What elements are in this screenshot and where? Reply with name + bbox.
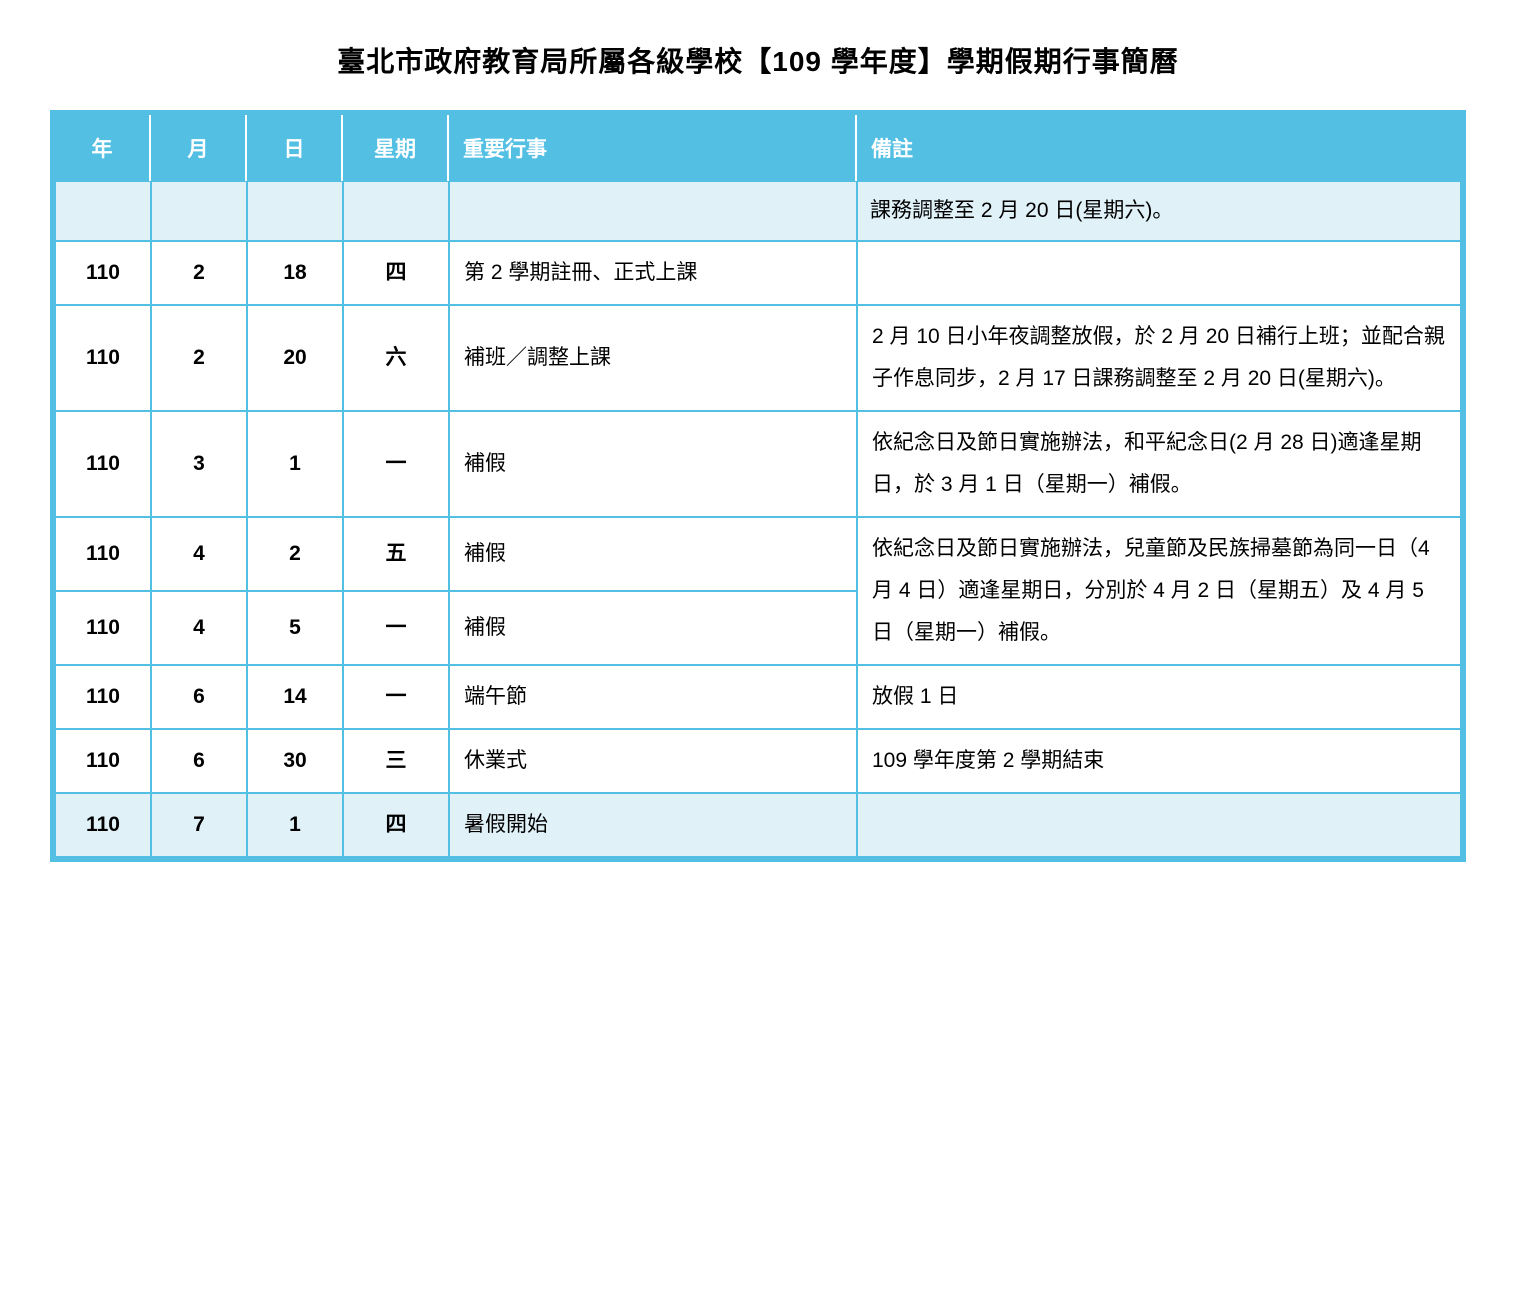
cell-note [857, 241, 1461, 305]
cell-event: 第 2 學期註冊、正式上課 [449, 241, 857, 305]
cell-event: 端午節 [449, 665, 857, 729]
cell-day: 5 [247, 591, 343, 665]
cell-month: 6 [151, 729, 247, 793]
table-header: 年 月 日 星期 重要行事 備註 [55, 115, 1461, 181]
cell-event [449, 181, 857, 241]
page-title: 臺北市政府教育局所屬各級學校【109 學年度】學期假期行事簡曆 [50, 40, 1466, 80]
col-event: 重要行事 [449, 115, 857, 181]
cell-year: 110 [55, 241, 151, 305]
calendar-table: 年 月 日 星期 重要行事 備註 課務調整至 2 月 20 日(星期六)。110… [50, 110, 1466, 862]
cell-year: 110 [55, 517, 151, 591]
table-row: 11031一補假依紀念日及節日實施辦法，和平紀念日(2 月 28 日)適逢星期日… [55, 411, 1461, 517]
cell-day [247, 181, 343, 241]
cell-weekday: 一 [343, 411, 449, 517]
cell-month: 7 [151, 793, 247, 857]
col-note: 備註 [857, 115, 1461, 181]
cell-event: 暑假開始 [449, 793, 857, 857]
cell-day: 1 [247, 411, 343, 517]
cell-month: 4 [151, 591, 247, 665]
cell-year: 110 [55, 411, 151, 517]
cell-weekday: 六 [343, 305, 449, 411]
cell-year: 110 [55, 591, 151, 665]
cell-day: 20 [247, 305, 343, 411]
cell-month: 6 [151, 665, 247, 729]
table-row: 11071四暑假開始 [55, 793, 1461, 857]
table-row: 課務調整至 2 月 20 日(星期六)。 [55, 181, 1461, 241]
cell-weekday: 五 [343, 517, 449, 591]
cell-day: 2 [247, 517, 343, 591]
cell-weekday [343, 181, 449, 241]
cell-weekday: 四 [343, 241, 449, 305]
cell-month: 4 [151, 517, 247, 591]
cell-day: 30 [247, 729, 343, 793]
cell-event: 補假 [449, 517, 857, 591]
cell-month: 2 [151, 305, 247, 411]
col-year: 年 [55, 115, 151, 181]
cell-note: 依紀念日及節日實施辦法，兒童節及民族掃墓節為同一日（4 月 4 日）適逢星期日，… [857, 517, 1461, 665]
cell-note: 依紀念日及節日實施辦法，和平紀念日(2 月 28 日)適逢星期日，於 3 月 1… [857, 411, 1461, 517]
cell-year: 110 [55, 793, 151, 857]
table-row: 110218四第 2 學期註冊、正式上課 [55, 241, 1461, 305]
cell-event: 補假 [449, 411, 857, 517]
cell-weekday: 一 [343, 591, 449, 665]
cell-event: 休業式 [449, 729, 857, 793]
cell-weekday: 一 [343, 665, 449, 729]
table-row: 110614一端午節放假 1 日 [55, 665, 1461, 729]
cell-day: 14 [247, 665, 343, 729]
cell-note: 109 學年度第 2 學期結束 [857, 729, 1461, 793]
cell-note [857, 793, 1461, 857]
cell-weekday: 四 [343, 793, 449, 857]
table-row: 11042五補假依紀念日及節日實施辦法，兒童節及民族掃墓節為同一日（4 月 4 … [55, 517, 1461, 591]
cell-month: 3 [151, 411, 247, 517]
col-weekday: 星期 [343, 115, 449, 181]
table-row: 110220六補班／調整上課2 月 10 日小年夜調整放假，於 2 月 20 日… [55, 305, 1461, 411]
cell-year: 110 [55, 729, 151, 793]
cell-note: 課務調整至 2 月 20 日(星期六)。 [857, 181, 1461, 241]
cell-year: 110 [55, 305, 151, 411]
cell-event: 補班／調整上課 [449, 305, 857, 411]
table-row: 110630三休業式109 學年度第 2 學期結束 [55, 729, 1461, 793]
col-month: 月 [151, 115, 247, 181]
table-body: 課務調整至 2 月 20 日(星期六)。110218四第 2 學期註冊、正式上課… [55, 181, 1461, 857]
cell-day: 18 [247, 241, 343, 305]
cell-weekday: 三 [343, 729, 449, 793]
cell-month [151, 181, 247, 241]
cell-year [55, 181, 151, 241]
cell-note: 放假 1 日 [857, 665, 1461, 729]
col-day: 日 [247, 115, 343, 181]
cell-month: 2 [151, 241, 247, 305]
cell-event: 補假 [449, 591, 857, 665]
cell-year: 110 [55, 665, 151, 729]
cell-day: 1 [247, 793, 343, 857]
cell-note: 2 月 10 日小年夜調整放假，於 2 月 20 日補行上班；並配合親子作息同步… [857, 305, 1461, 411]
